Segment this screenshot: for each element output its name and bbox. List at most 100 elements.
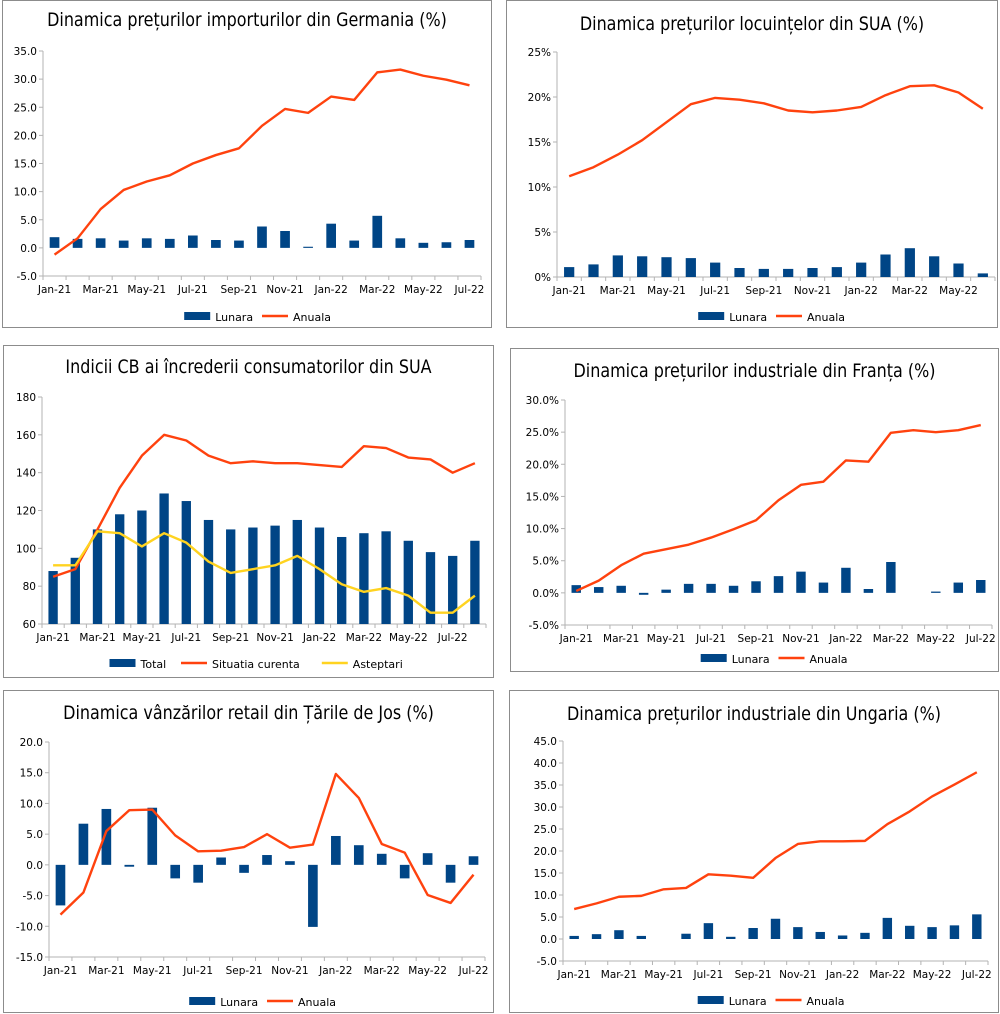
- bar-lunara: [614, 930, 624, 939]
- bar-total: [203, 519, 214, 624]
- bar-lunara: [931, 591, 941, 593]
- chart-panel-netherlands-retail-sales: Dinamica vânzărilor retail din Țările de…: [3, 690, 494, 1013]
- y-tick-label: 25.0: [534, 824, 557, 836]
- y-tick-label: 25%: [528, 47, 551, 59]
- bar-lunara: [571, 585, 581, 593]
- bar-lunara: [637, 256, 648, 277]
- bar-lunara: [616, 585, 626, 593]
- bar-lunara: [118, 240, 129, 248]
- x-tick-label: Mar-21: [603, 633, 639, 645]
- x-tick-label: Jan-22: [313, 284, 347, 296]
- bar-lunara: [949, 925, 960, 939]
- x-tick-label: Jul-22: [437, 632, 468, 644]
- chart-panel-us-housing-prices: Dinamica prețurilor locuințelor din SUA …: [506, 0, 998, 328]
- y-tick-label: 10.0: [14, 187, 37, 199]
- y-tick-label: 20.0: [14, 130, 37, 142]
- chart-title: Dinamica prețurilor industriale din Fran…: [573, 360, 936, 382]
- x-tick-label: Mar-22: [869, 969, 905, 981]
- bar-lunara: [661, 589, 671, 593]
- legend-item: Lunara: [700, 653, 770, 666]
- bar-lunara: [612, 255, 623, 277]
- y-tick-label: 20.0: [534, 846, 557, 858]
- bar-total: [92, 529, 103, 624]
- bar-lunara: [188, 235, 198, 248]
- bar-lunara: [904, 248, 915, 277]
- bar-lunara: [591, 934, 602, 939]
- y-tick-label: 20.0%: [526, 459, 559, 471]
- x-tick-label: May-21: [644, 969, 683, 981]
- y-tick-label: -5.0: [17, 271, 38, 283]
- y-tick-label: 140: [16, 468, 36, 480]
- chart-title: Dinamica vânzărilor retail din Țările de…: [63, 702, 434, 724]
- bar-lunara: [953, 263, 964, 277]
- bar-lunara: [141, 238, 152, 248]
- bar-lunara: [95, 238, 106, 248]
- x-tick-label: Jan-22: [318, 965, 352, 977]
- line-situatia-curenta: [52, 433, 476, 578]
- bar-lunara: [882, 917, 893, 939]
- bar-lunara: [863, 589, 874, 593]
- bar-lunara: [468, 856, 479, 865]
- y-tick-label: 15.0: [20, 768, 43, 780]
- bar-lunara: [831, 267, 842, 277]
- x-tick-label: May-22: [404, 284, 443, 296]
- legend-item: Anuala: [776, 311, 845, 324]
- legend-label: Lunara: [729, 995, 767, 1008]
- x-tick-label: Nov-21: [794, 285, 831, 297]
- y-tick-label: 20%: [528, 92, 551, 104]
- bar-lunara: [661, 257, 672, 277]
- x-tick-label: Jan-21: [37, 284, 71, 296]
- bar-total: [314, 527, 325, 624]
- legend-swatch-bar: [109, 659, 136, 667]
- bar-lunara: [953, 582, 964, 593]
- bar-lunara: [376, 853, 387, 865]
- bar-lunara: [683, 583, 694, 593]
- chart-us-consumer-confidence: 60 80 100 120 140 160 180 Jan-21 Mar-21 May-21 Jul…: [16, 392, 487, 671]
- x-tick-label: Sep-21: [735, 969, 772, 981]
- bar-lunara: [441, 242, 452, 248]
- legend-swatch-bar: [700, 654, 727, 662]
- bar-lunara: [793, 927, 803, 939]
- x-tick-label: Mar-22: [892, 285, 928, 297]
- y-tick-label: 0.0%: [532, 588, 559, 600]
- bar-lunara: [101, 808, 112, 865]
- bar-lunara: [734, 268, 745, 277]
- x-tick-label: Jan-22: [843, 285, 877, 297]
- bar-lunara: [758, 268, 769, 277]
- bar-lunara: [972, 914, 982, 939]
- chart-title: Dinamica prețurilor industriale din Unga…: [566, 703, 941, 725]
- bar-total: [248, 527, 258, 624]
- bar-total: [226, 529, 236, 624]
- chart-title: Dinamica prețurilor importurilor din Ger…: [47, 9, 447, 31]
- chart-title: Dinamica prețurilor locuințelor din SUA …: [579, 13, 925, 35]
- bar-total: [403, 540, 413, 624]
- x-tick-label: Jan-22: [825, 969, 859, 981]
- legend-item: Lunara: [184, 311, 253, 324]
- bar-lunara: [710, 262, 721, 277]
- x-tick-label: May-22: [916, 633, 955, 645]
- bar-lunara: [856, 262, 867, 277]
- bar-lunara: [49, 237, 60, 248]
- bar-lunara: [837, 935, 848, 939]
- bar-lunara: [783, 268, 794, 277]
- chart-panel-us-consumer-confidence: Indicii CB ai încrederii consumatorilor …: [3, 345, 494, 678]
- legend-label: Anuala: [807, 995, 845, 1008]
- legend-label: Lunara: [220, 996, 258, 1009]
- chart-panel-france-industrial-prices: Dinamica prețurilor industriale din Fran…: [510, 348, 999, 672]
- bar-lunara: [422, 853, 433, 865]
- y-tick-label: -5.0: [23, 891, 44, 903]
- y-tick-label: 15%: [528, 137, 551, 149]
- bar-lunara: [976, 580, 986, 593]
- bar-lunara: [905, 925, 915, 939]
- bar-lunara: [399, 864, 410, 879]
- bar-lunara: [280, 231, 290, 248]
- legend-label: Anuala: [298, 996, 336, 1009]
- bar-lunara: [748, 928, 758, 939]
- x-tick-label: Jul-21: [695, 633, 726, 645]
- bar-lunara: [308, 864, 318, 927]
- bar-lunara: [588, 264, 599, 277]
- bar-lunara: [841, 567, 851, 593]
- chart-germany-import-prices: -5.0 0.0 5.0 10.0 15.0 20.0 25.0 30.0 35.0 Jan-21…: [14, 46, 485, 324]
- legend-item: Total: [109, 658, 166, 671]
- bar-total: [48, 571, 58, 624]
